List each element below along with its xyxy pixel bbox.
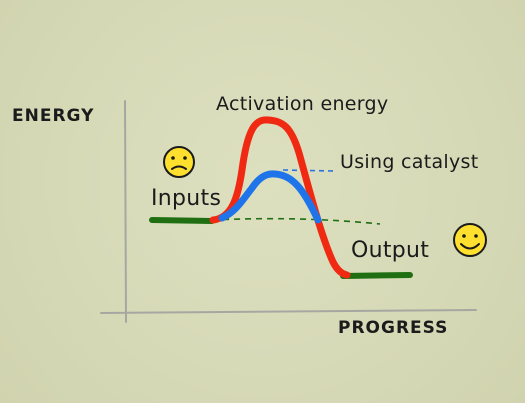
catalyzed-curve <box>218 170 322 224</box>
y-axis <box>124 100 127 323</box>
worried-face-icon <box>163 146 195 178</box>
output-level-bar <box>340 272 413 279</box>
activation-energy-label: Activation energy <box>216 93 389 115</box>
x-axis-label: PROGRESS <box>338 318 449 338</box>
x-axis <box>100 309 477 314</box>
inputs-level-bar <box>149 217 215 224</box>
using-catalyst-label: Using catalyst <box>340 151 479 173</box>
output-label: Output <box>351 238 430 263</box>
smiley-face-icon <box>453 223 487 257</box>
y-axis-label: ENERGY <box>12 106 95 126</box>
catalyst-peak-dash <box>282 169 336 172</box>
catalyst-baseline-dash <box>211 217 381 225</box>
inputs-label: Inputs <box>151 186 222 211</box>
uncatalyzed-curve <box>209 116 351 279</box>
